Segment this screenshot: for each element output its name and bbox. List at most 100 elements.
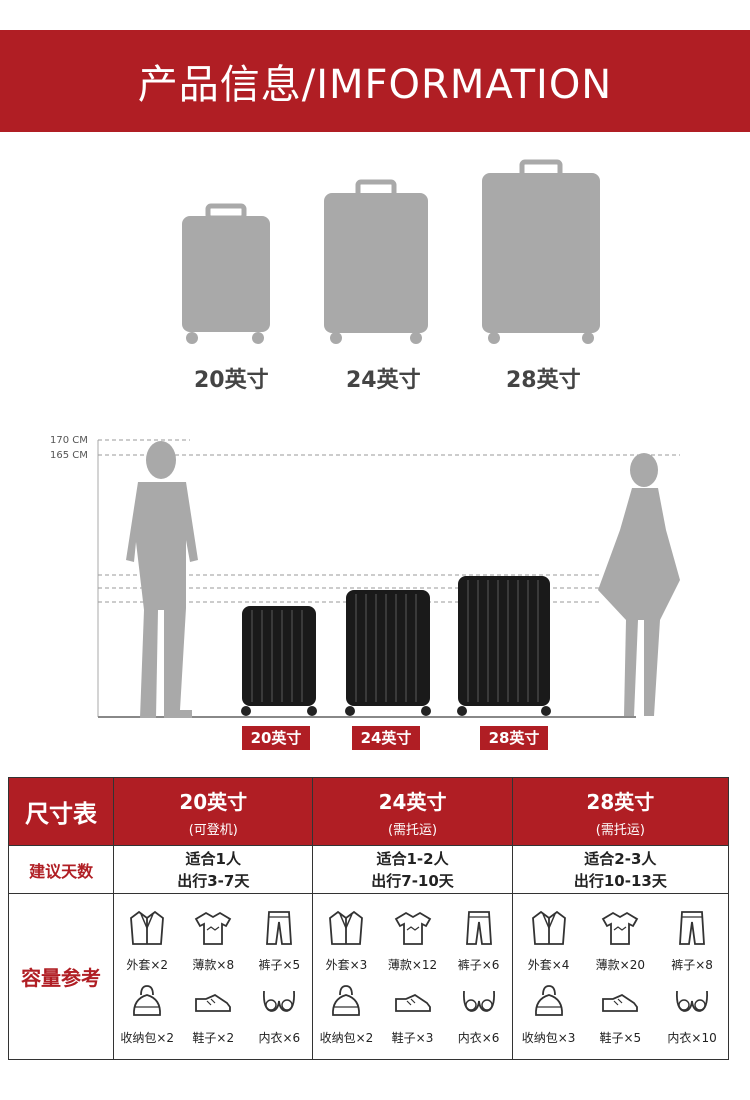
- days-line2: 出行3-7天: [177, 871, 250, 890]
- pants-icon: [671, 908, 713, 952]
- luggage-20-icon: [241, 606, 317, 716]
- capacity-item: 鞋子×2: [182, 981, 245, 1046]
- days-line1: 适合1-2人: [376, 849, 449, 868]
- underwear-icon: [671, 981, 713, 1025]
- page-title: 产品信息/IMFORMATION: [137, 62, 613, 108]
- table-row-days: 建议天数 适合1人 出行3-7天 适合1-2人 出行7-10天 适合2-3人 出…: [7, 845, 730, 894]
- days-line1: 适合2-3人: [584, 849, 657, 868]
- size-spec-table: 尺寸表 20英寸 (可登机) 24英寸 (需托运) 28英寸 (需托运) 建议天…: [7, 777, 730, 1060]
- capacity-item: 收纳包×3: [514, 981, 583, 1046]
- bag-icon: [126, 981, 168, 1025]
- capacity-item-label: 裤子×6: [457, 957, 500, 972]
- comparison-graphic: [97, 439, 680, 718]
- table-header-label: 尺寸表: [25, 800, 98, 828]
- capacity-cell-28: 外套×4 薄款×20 裤子×8 收纳包×3 鞋子×5 内衣×10: [511, 893, 730, 1060]
- days-cell-24: 适合1-2人 出行7-10天: [312, 845, 513, 894]
- capacity-item-label: 外套×3: [325, 957, 368, 972]
- tag-20: 20英寸: [242, 726, 310, 750]
- capacity-item-label: 内衣×6: [457, 1030, 500, 1045]
- bag-icon: [325, 981, 367, 1025]
- table-header-row: 尺寸表 20英寸 (可登机) 24英寸 (需托运) 28英寸 (需托运): [7, 777, 730, 846]
- capacity-item-label: 鞋子×5: [599, 1030, 642, 1045]
- days-line2: 出行7-10天: [371, 871, 454, 890]
- days-label: 建议天数: [7, 845, 115, 894]
- table-row-capacity: 容量参考 外套×2 薄款×8 裤子×5 收纳包×2 鞋子×2 内衣×6 外套×3 薄款×12…: [7, 893, 730, 1060]
- days-line1: 适合1人: [185, 849, 241, 868]
- capacity-item: 收纳包×2: [315, 981, 378, 1046]
- column-header-28: 28英寸 (需托运): [511, 777, 730, 846]
- capacity-item-label: 薄款×20: [595, 957, 645, 972]
- suitcase-28-icon: [482, 159, 600, 344]
- column-size-28: 28英寸: [586, 789, 655, 814]
- man-silhouette-icon: [126, 441, 198, 718]
- capacity-item-label: 薄款×8: [192, 957, 235, 972]
- capacity-item-label: 裤子×8: [671, 957, 713, 972]
- jacket-icon: [126, 908, 168, 952]
- capacity-items: 外套×3 薄款×12 裤子×6 收纳包×2 鞋子×3 内衣×6: [313, 904, 511, 1050]
- capacity-item: 鞋子×5: [586, 981, 655, 1046]
- table-header-label-cell: 尺寸表: [7, 777, 115, 846]
- shoe-icon: [599, 981, 641, 1025]
- column-header-20: 20英寸 (可登机): [113, 777, 314, 846]
- capacity-item: 薄款×12: [381, 908, 444, 973]
- capacity-item: 外套×2: [115, 908, 178, 973]
- capacity-item: 裤子×5: [248, 908, 311, 973]
- capacity-items: 外套×2 薄款×8 裤子×5 收纳包×2 鞋子×2 内衣×6: [114, 904, 312, 1050]
- capacity-cell-24: 外套×3 薄款×12 裤子×6 收纳包×2 鞋子×3 内衣×6: [312, 893, 513, 1060]
- height-label-165: 165 CM: [50, 450, 88, 461]
- capacity-item-label: 收纳包×2: [319, 1030, 374, 1045]
- shoe-icon: [192, 981, 234, 1025]
- capacity-item: 鞋子×3: [381, 981, 444, 1046]
- tag-24: 24英寸: [352, 726, 420, 750]
- column-note-20: (可登机): [188, 822, 238, 838]
- tshirt-icon: [599, 908, 641, 952]
- days-cell-20: 适合1人 出行3-7天: [113, 845, 314, 894]
- capacity-item-label: 外套×4: [527, 957, 570, 972]
- column-size-20: 20英寸: [179, 789, 248, 814]
- capacity-item: 薄款×8: [182, 908, 245, 973]
- header-banner: 产品信息/IMFORMATION: [0, 30, 750, 132]
- capacity-item: 裤子×8: [658, 908, 727, 973]
- luggage-24-icon: [345, 590, 431, 716]
- capacity-item-label: 收纳包×3: [521, 1030, 576, 1045]
- jacket-icon: [325, 908, 367, 952]
- capacity-item-label: 鞋子×2: [192, 1030, 235, 1045]
- size-label-24: 24英寸: [346, 368, 421, 393]
- capacity-item-label: 薄款×12: [387, 957, 438, 972]
- days-line2: 出行10-13天: [573, 871, 667, 890]
- capacity-item: 内衣×6: [447, 981, 510, 1046]
- shoe-icon: [392, 981, 434, 1025]
- capacity-item: 内衣×6: [248, 981, 311, 1046]
- capacity-items: 外套×4 薄款×20 裤子×8 收纳包×3 鞋子×5 内衣×10: [513, 904, 728, 1050]
- tag-28: 28英寸: [480, 726, 548, 750]
- capacity-item-label: 裤子×5: [258, 957, 301, 972]
- capacity-item: 收纳包×2: [115, 981, 178, 1046]
- capacity-cell-20: 外套×2 薄款×8 裤子×5 收纳包×2 鞋子×2 内衣×6: [113, 893, 314, 1060]
- capacity-item-label: 内衣×10: [667, 1030, 717, 1045]
- tshirt-icon: [392, 908, 434, 952]
- suitcase-20-icon: [182, 203, 270, 344]
- suitcase-size-silhouettes: 20英寸 24英寸 28英寸: [0, 150, 750, 400]
- bag-icon: [528, 981, 570, 1025]
- size-label-20: 20英寸: [194, 368, 269, 393]
- luggage-28-icon: [457, 576, 551, 716]
- capacity-item: 内衣×10: [658, 981, 727, 1046]
- capacity-item-label: 鞋子×3: [391, 1030, 434, 1045]
- capacity-item: 外套×3: [315, 908, 378, 973]
- tshirt-icon: [192, 908, 234, 952]
- size-label-28: 28英寸: [506, 368, 581, 393]
- days-cell-28: 适合2-3人 出行10-13天: [511, 845, 730, 894]
- column-size-24: 24英寸: [378, 789, 447, 814]
- column-note-28: (需托运): [595, 822, 645, 838]
- underwear-icon: [458, 981, 500, 1025]
- column-note-24: (需托运): [387, 822, 438, 838]
- capacity-item-label: 收纳包×2: [120, 1030, 175, 1045]
- pants-icon: [258, 908, 300, 952]
- pants-icon: [458, 908, 500, 952]
- capacity-item: 外套×4: [514, 908, 583, 973]
- woman-silhouette-icon: [598, 453, 680, 716]
- capacity-item-label: 外套×2: [126, 957, 169, 972]
- suitcase-24-icon: [324, 179, 428, 344]
- height-comparison: 170 CM 165 CM 20英寸 24英寸 28英寸: [40, 430, 740, 760]
- jacket-icon: [528, 908, 570, 952]
